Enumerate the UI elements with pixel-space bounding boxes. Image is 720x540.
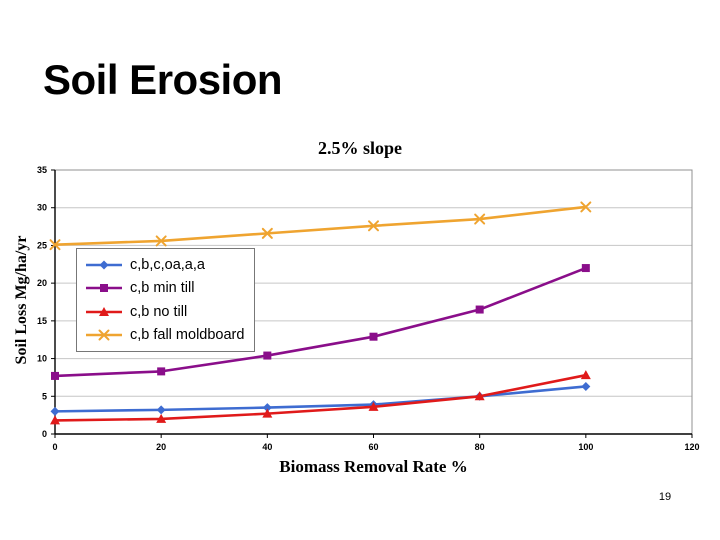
chart-title: 2.5% slope (317, 138, 402, 158)
series (49, 201, 592, 251)
series-marker-square (100, 284, 108, 293)
x-tick-label: 40 (262, 442, 272, 452)
series-marker-triangle (99, 306, 109, 316)
series-marker-diamond (50, 406, 60, 416)
slide-title: Soil Erosion (43, 56, 283, 103)
series-marker-square (369, 332, 378, 341)
x-tick-label: 60 (368, 442, 378, 452)
page-number: 19 (658, 491, 672, 503)
series-marker-square (157, 367, 166, 376)
chart: 2.5% slope 0 5 10 15 20 25 30 35 0 20 40 60 80 100 120… (10, 138, 710, 490)
series-marker-diamond (581, 381, 591, 391)
series-marker-x (474, 213, 486, 225)
series-marker-square (581, 264, 590, 273)
series-marker-x (98, 329, 110, 341)
series-marker-square (263, 351, 272, 360)
legend-row: c,b no till (85, 300, 246, 324)
x-axis-title: Biomass Removal Rate % (279, 457, 468, 476)
x-tick-label: 80 (475, 442, 485, 452)
legend-row: c,b fall moldboard (85, 324, 246, 348)
series-marker-triangle (262, 408, 273, 418)
y-tick-label: 5 (42, 391, 47, 401)
series-marker-square (475, 305, 484, 314)
series-marker-diamond (156, 405, 166, 415)
series-line (53, 266, 588, 378)
x-tick-label: 120 (684, 442, 699, 452)
series-marker-triangle (50, 415, 60, 425)
legend: c,b,c,oa,a,a c,b min till c,b no till c,b f… (76, 248, 255, 352)
legend-line-sample (86, 284, 122, 293)
series-marker-triangle (156, 413, 167, 423)
series-line (53, 373, 588, 422)
y-tick-label: 0 (42, 429, 47, 439)
series-line (53, 385, 588, 413)
legend-label: c,b fall moldboard (130, 327, 245, 344)
y-tick-label: 35 (37, 165, 47, 175)
series-marker-x (368, 220, 379, 232)
series-marker-triangle (368, 401, 379, 411)
series-marker-x (155, 235, 167, 247)
legend-line-sample (86, 329, 122, 341)
series-line (53, 205, 588, 246)
series-marker-x (580, 201, 592, 213)
series-marker-diamond (99, 260, 109, 270)
y-axis-title: Soil Loss Mg/ha/yr (13, 235, 30, 365)
y-tick-label: 20 (37, 278, 47, 288)
legend-label: c,b min till (130, 280, 195, 297)
x-tick-label: 20 (156, 442, 166, 452)
series (51, 264, 590, 380)
x-tick-label: 100 (578, 442, 593, 452)
y-tick-label: 25 (37, 240, 47, 250)
legend-line-sample (86, 306, 122, 316)
x-tick-label: 0 (52, 442, 57, 452)
series-marker-triangle (474, 391, 485, 401)
legend-label: c,b no till (130, 303, 188, 320)
y-tick-label: 30 (37, 203, 47, 213)
plot-area: 0 5 10 15 20 25 30 35 0 20 40 60 80 100 120 (37, 165, 700, 452)
legend-label: c,b,c,oa,a,a (130, 256, 205, 273)
y-tick-label: 15 (37, 316, 47, 326)
y-tick-label: 10 (37, 354, 47, 364)
series (50, 370, 591, 425)
series-marker-x (49, 239, 61, 251)
series-marker-diamond (262, 403, 272, 413)
legend-row: c,b,c,oa,a,a (85, 253, 246, 277)
series-marker-triangle (580, 370, 591, 380)
legend-line-sample (86, 260, 122, 270)
series-marker-square (51, 371, 59, 380)
series-marker-x (261, 227, 273, 239)
legend-row: c,b min till (85, 277, 246, 301)
